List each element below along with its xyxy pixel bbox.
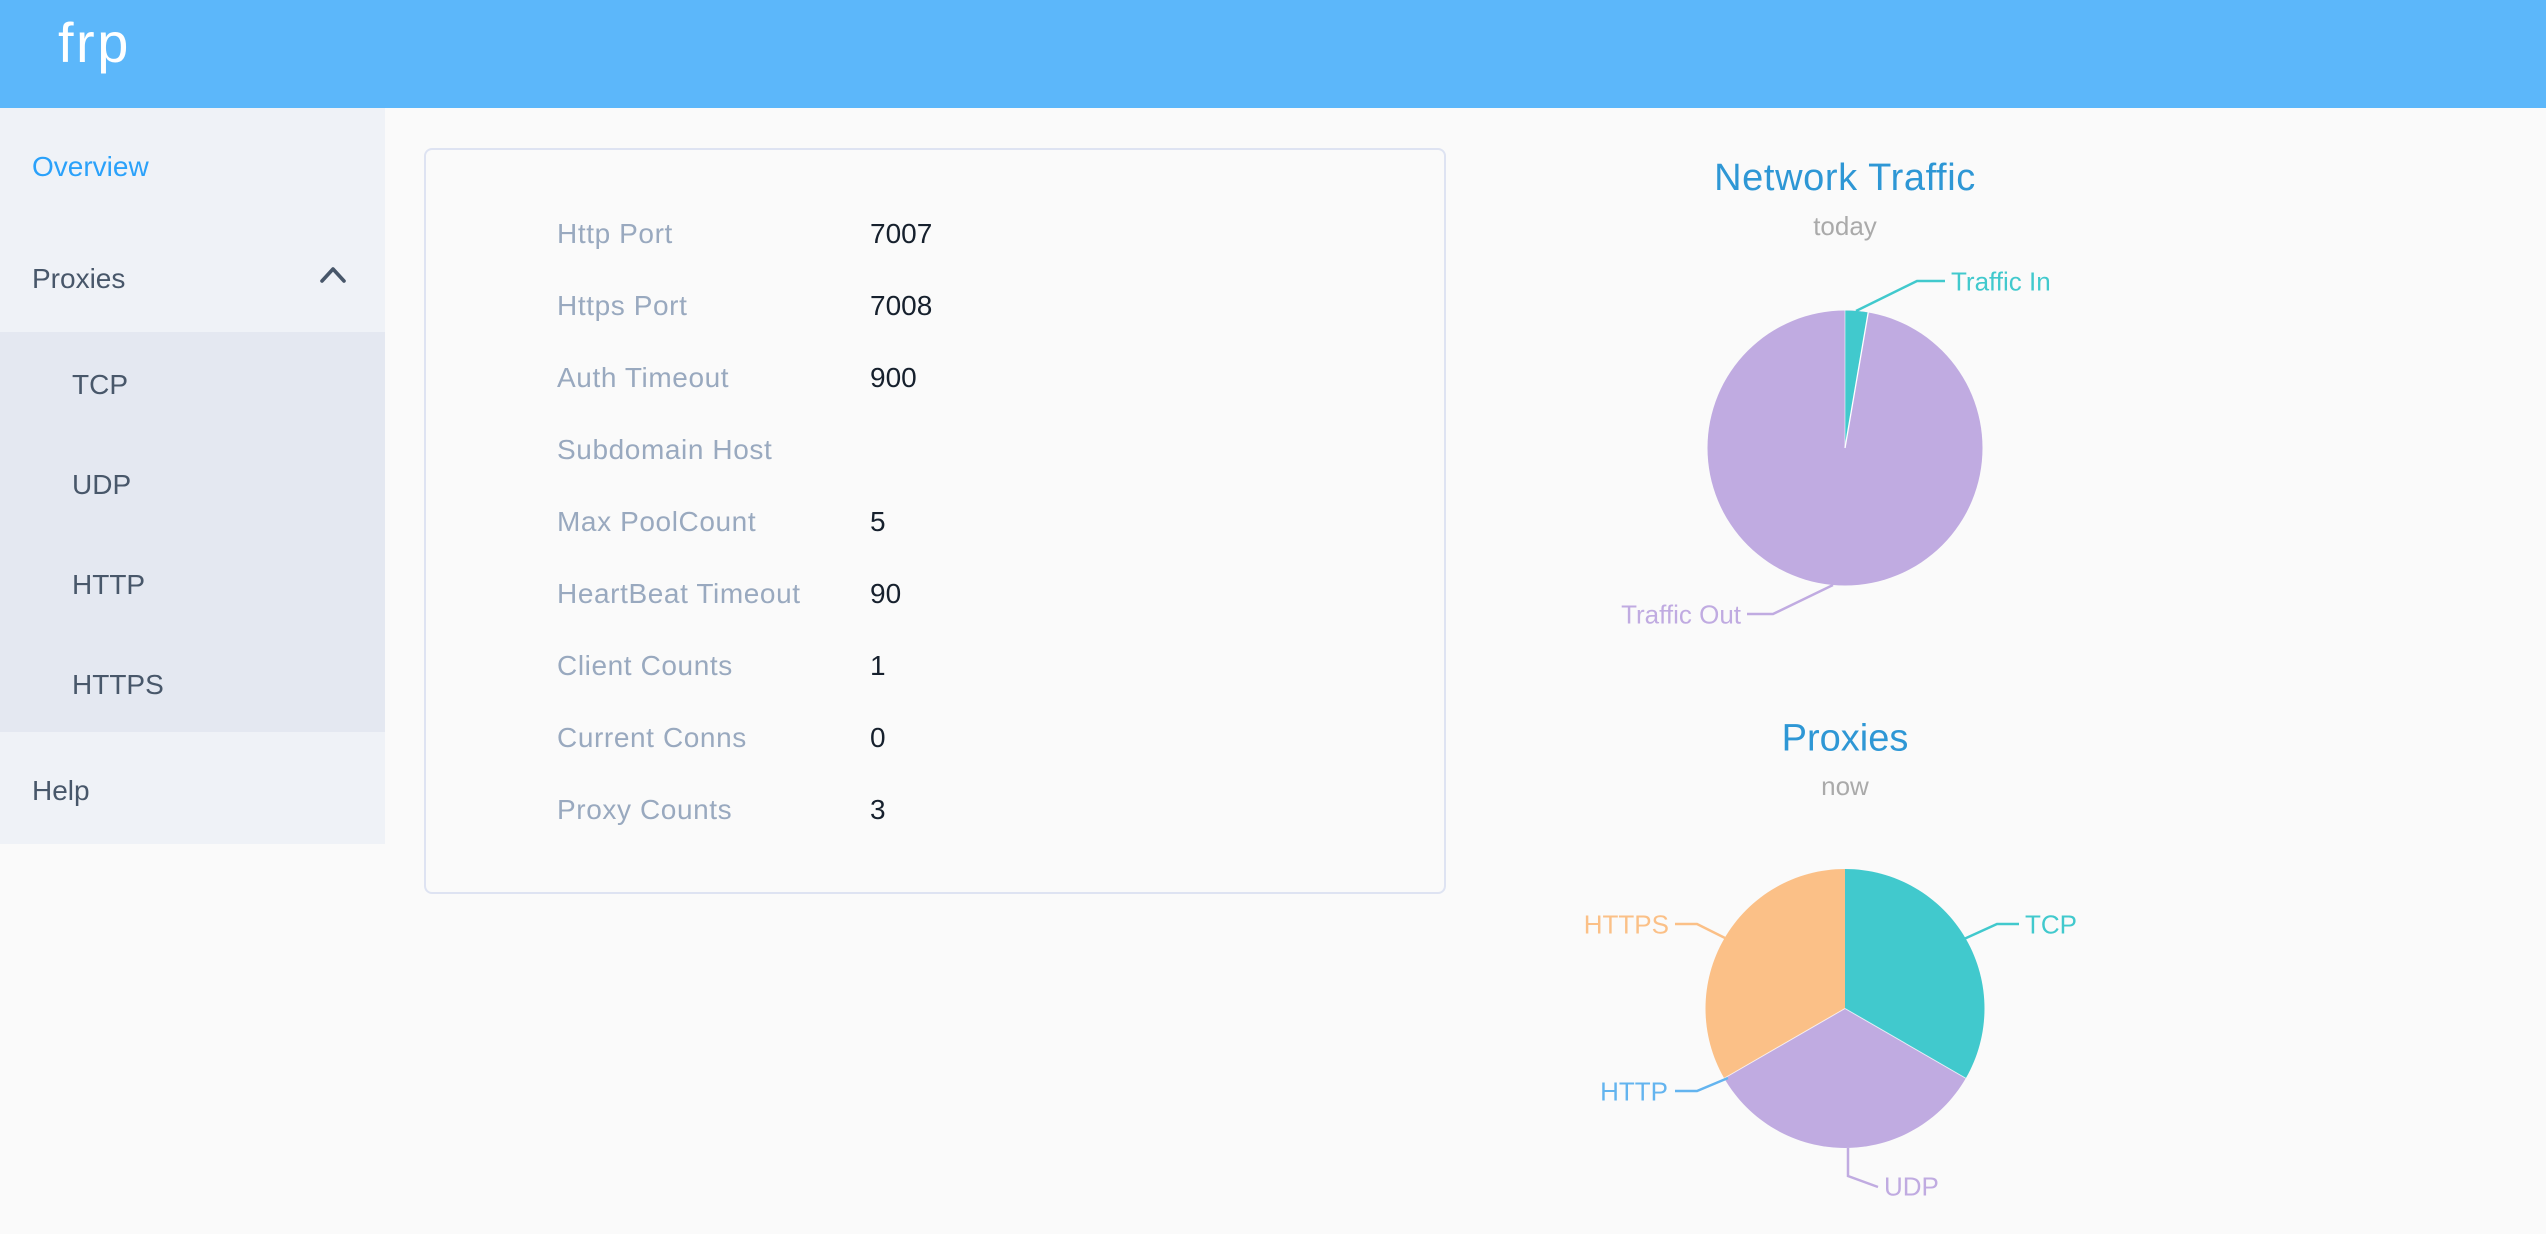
svg-text:TCP: TCP bbox=[2025, 910, 2077, 940]
svg-text:UDP: UDP bbox=[1884, 1172, 1939, 1202]
svg-text:Proxies: Proxies bbox=[1782, 718, 1909, 760]
svg-text:HTTPS: HTTPS bbox=[1584, 910, 1669, 940]
svg-text:now: now bbox=[1821, 771, 1869, 801]
svg-text:HTTP: HTTP bbox=[1600, 1077, 1668, 1107]
svg-text:Traffic In: Traffic In bbox=[1951, 267, 2051, 297]
svg-text:Network Traffic: Network Traffic bbox=[1714, 157, 1976, 199]
svg-text:today: today bbox=[1813, 211, 1877, 241]
svg-text:Traffic Out: Traffic Out bbox=[1621, 600, 1742, 630]
